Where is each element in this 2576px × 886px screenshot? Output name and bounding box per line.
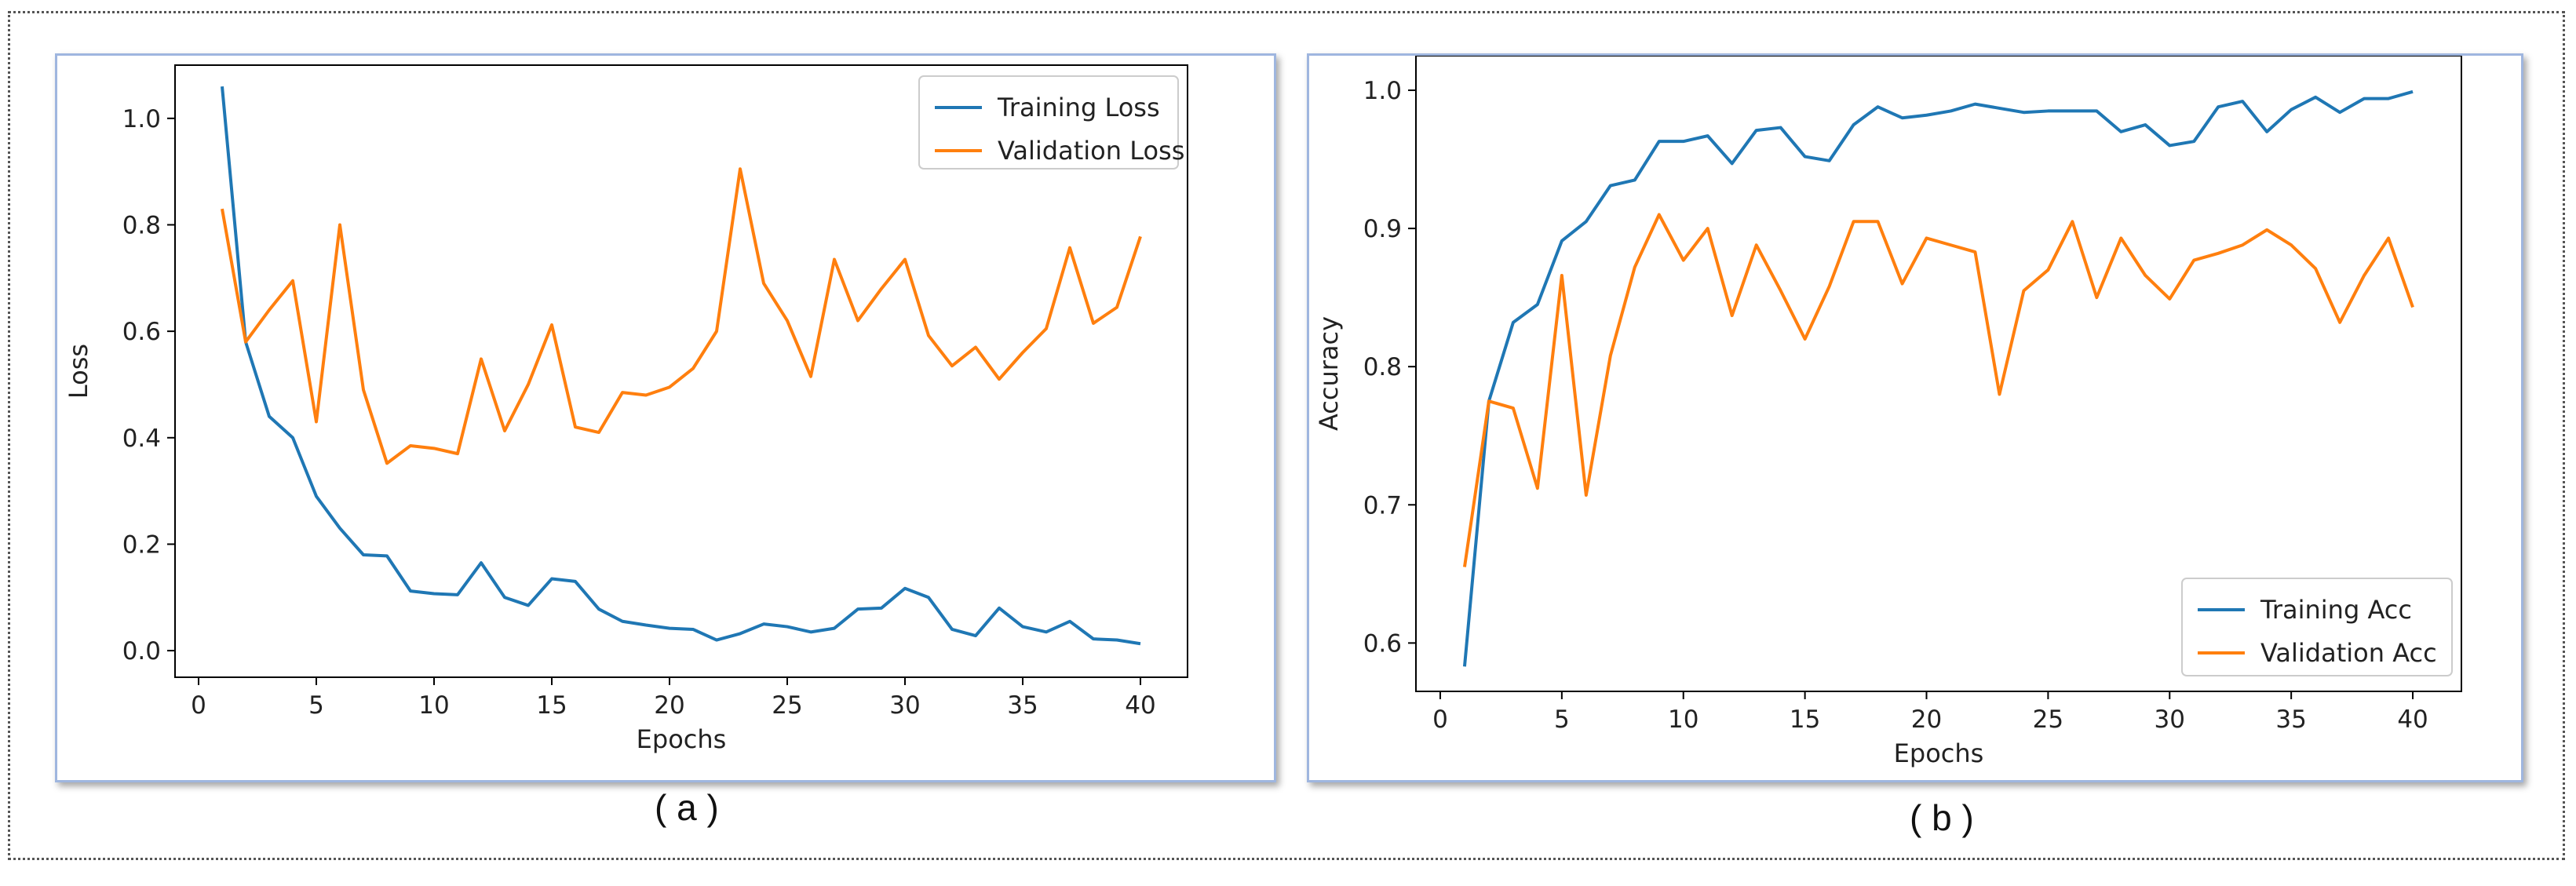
figure-frame xyxy=(8,11,2565,860)
y-tick-label: 0.7 xyxy=(1363,491,1402,520)
loss-chart-panel: 0 5 10 15 20 25 30 35 40 0.0 0.2 0.4 0.6 0.8 1.0 Epochs… xyxy=(55,53,1276,782)
legend: Training Acc Validation Acc xyxy=(2181,578,2453,676)
training-acc-line xyxy=(1462,89,2414,667)
y-axis-label: Accuracy xyxy=(1314,316,1344,431)
x-tick-label: 35 xyxy=(2275,706,2306,734)
y-tick-label: 0.0 xyxy=(122,637,161,665)
x-axis-label: Epochs xyxy=(1894,738,1984,768)
plot-area xyxy=(1415,56,2462,692)
y-axis-label: Loss xyxy=(64,344,93,399)
validation-acc-line xyxy=(1462,213,2414,567)
legend: Training Loss Validation Loss xyxy=(918,75,1184,170)
validation-loss-line xyxy=(221,167,1142,465)
x-tick-label: 5 xyxy=(1554,706,1570,734)
caption-a: ( a ) xyxy=(655,787,719,828)
x-tick-label: 15 xyxy=(1790,706,1820,734)
x-tick-label: 20 xyxy=(1911,706,1942,734)
x-tick-label: 25 xyxy=(772,691,802,720)
legend-label-training-loss: Training Loss xyxy=(997,93,1160,122)
x-tick-label: 30 xyxy=(889,691,920,720)
x-tick-label: 40 xyxy=(1125,691,1155,720)
y-tick-label: 0.8 xyxy=(122,211,161,239)
x-tick-label: 20 xyxy=(654,691,684,720)
x-tick-label: 10 xyxy=(418,691,449,720)
training-loss-line xyxy=(221,86,1141,646)
accuracy-chart: 0 5 10 15 20 25 30 35 40 0.6 0.7 0.8 0.9 1.0 Epochs Acc… xyxy=(1314,56,2462,768)
x-tick-label: 35 xyxy=(1007,691,1038,720)
y-tick-label: 1.0 xyxy=(1363,77,1402,105)
plot-area xyxy=(174,64,1188,678)
x-tick-label: 5 xyxy=(308,691,324,720)
y-tick-label: 0.8 xyxy=(1363,353,1402,381)
x-tick-label: 10 xyxy=(1668,706,1698,734)
x-tick-label: 15 xyxy=(536,691,567,720)
caption-b: ( b ) xyxy=(1910,797,1974,838)
x-tick-label: 25 xyxy=(2033,706,2063,734)
legend-box xyxy=(918,75,1179,170)
legend-label-validation-loss: Validation Loss xyxy=(998,136,1184,166)
legend-label-training-acc: Training Acc xyxy=(2260,595,2412,625)
y-tick-label: 0.4 xyxy=(122,425,161,453)
x-tick-label: 0 xyxy=(191,691,206,720)
accuracy-chart-panel: 0 5 10 15 20 25 30 35 40 0.6 0.7 0.8 0.9 1.0 Epochs Acc… xyxy=(1307,53,2523,782)
y-tick-label: 0.6 xyxy=(1363,629,1402,658)
y-tick-label: 0.9 xyxy=(1363,215,1402,243)
x-tick-label: 40 xyxy=(2397,706,2428,734)
x-tick-label: 0 xyxy=(1432,706,1448,734)
x-tick-label: 30 xyxy=(2155,706,2185,734)
y-tick-label: 0.6 xyxy=(122,318,161,346)
y-tick-label: 1.0 xyxy=(122,105,161,133)
x-axis-label: Epochs xyxy=(637,724,727,754)
legend-box xyxy=(2181,578,2453,676)
y-tick-label: 0.2 xyxy=(122,531,161,559)
loss-chart: 0 5 10 15 20 25 30 35 40 0.0 0.2 0.4 0.6 0.8 1.0 Epochs… xyxy=(64,64,1188,754)
legend-label-validation-acc: Validation Acc xyxy=(2260,638,2437,668)
